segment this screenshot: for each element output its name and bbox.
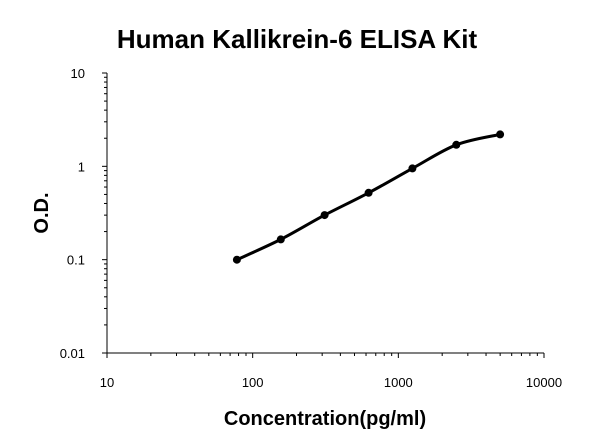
- data-point: [276, 235, 285, 244]
- data-point: [496, 130, 505, 139]
- y-tick-label: 0.1: [67, 253, 85, 268]
- x-axis-tick-labels: 10 100 1000 10000: [100, 375, 562, 390]
- series-curve: [235, 132, 502, 262]
- x-tick-label: 10: [100, 375, 114, 390]
- y-axis-ticks: [102, 72, 107, 354]
- data-point: [232, 255, 241, 264]
- y-axis-title: O.D.: [31, 192, 53, 233]
- data-point: [364, 188, 373, 197]
- data-point: [408, 164, 417, 173]
- x-tick-label: 10000: [526, 375, 562, 390]
- series-markers: [232, 130, 505, 264]
- y-axis-tick-labels: 0.01 0.1 1 10: [60, 66, 85, 361]
- chart-title: Human Kallikrein-6 ELISA Kit: [117, 24, 478, 54]
- x-axis-ticks: [106, 353, 545, 358]
- y-tick-label: 1: [78, 159, 85, 174]
- x-tick-label: 1000: [384, 375, 413, 390]
- x-axis-title: Concentration(pg/ml): [224, 408, 426, 430]
- y-tick-label: 10: [71, 66, 85, 81]
- data-point: [320, 211, 329, 220]
- x-tick-label: 100: [242, 375, 264, 390]
- y-tick-label: 0.01: [60, 346, 85, 361]
- data-point: [452, 140, 461, 149]
